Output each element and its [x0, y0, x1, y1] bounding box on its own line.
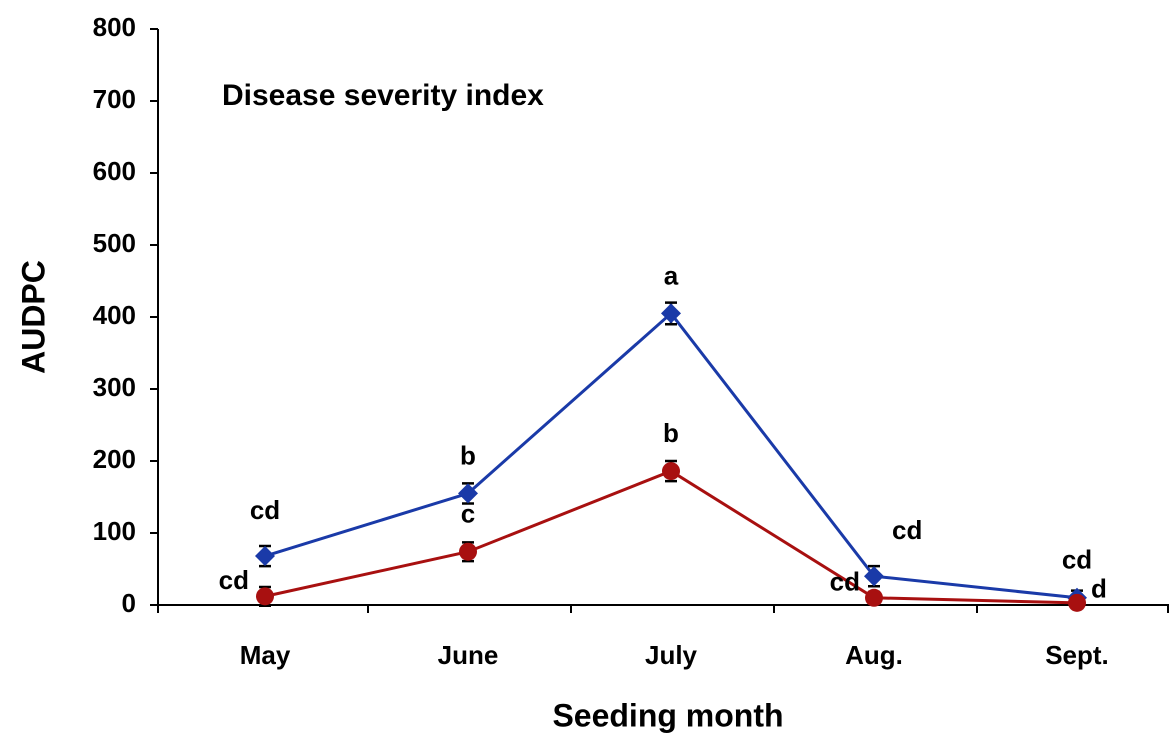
- x-axis-label: Seeding month: [552, 697, 783, 733]
- series-line: [264, 469, 1078, 605]
- x-tick-label: Aug.: [845, 640, 903, 670]
- y-axis-label: AUDPC: [15, 260, 51, 374]
- marker: [255, 546, 275, 567]
- x-tick-label: May: [240, 640, 291, 670]
- y-tick-label: 0: [122, 588, 136, 618]
- marker: [459, 542, 477, 561]
- y-tick-label: 700: [93, 84, 136, 114]
- series-line: [264, 311, 1078, 600]
- marker: [661, 303, 681, 324]
- significance-letter: d: [1091, 574, 1107, 604]
- marker: [662, 462, 680, 481]
- significance-letter: a: [664, 260, 679, 290]
- y-tick-label: 100: [93, 516, 136, 546]
- significance-letter: cd: [250, 495, 280, 525]
- y-tick-label: 600: [93, 156, 136, 186]
- y-tick-label: 500: [93, 228, 136, 258]
- chart-title: Disease severity index: [222, 79, 544, 112]
- x-tick-label: Sept.: [1045, 640, 1109, 670]
- y-tick-label: 200: [93, 444, 136, 474]
- y-tick-label: 800: [93, 12, 136, 42]
- x-tick-label: July: [645, 640, 698, 670]
- y-tick-label: 400: [93, 300, 136, 330]
- significance-letter: cd: [830, 567, 860, 597]
- marker: [864, 566, 884, 587]
- significance-letter: cd: [1062, 545, 1092, 575]
- marker: [458, 483, 478, 504]
- marker: [865, 588, 883, 607]
- significance-letter: cd: [892, 515, 922, 545]
- marker: [1068, 593, 1086, 612]
- marker: [256, 587, 274, 606]
- significance-letter: cd: [219, 565, 249, 595]
- significance-letter: b: [460, 440, 476, 470]
- significance-letter: c: [461, 499, 475, 529]
- y-tick-label: 300: [93, 372, 136, 402]
- significance-letter: b: [663, 418, 679, 448]
- x-tick-label: June: [438, 640, 499, 670]
